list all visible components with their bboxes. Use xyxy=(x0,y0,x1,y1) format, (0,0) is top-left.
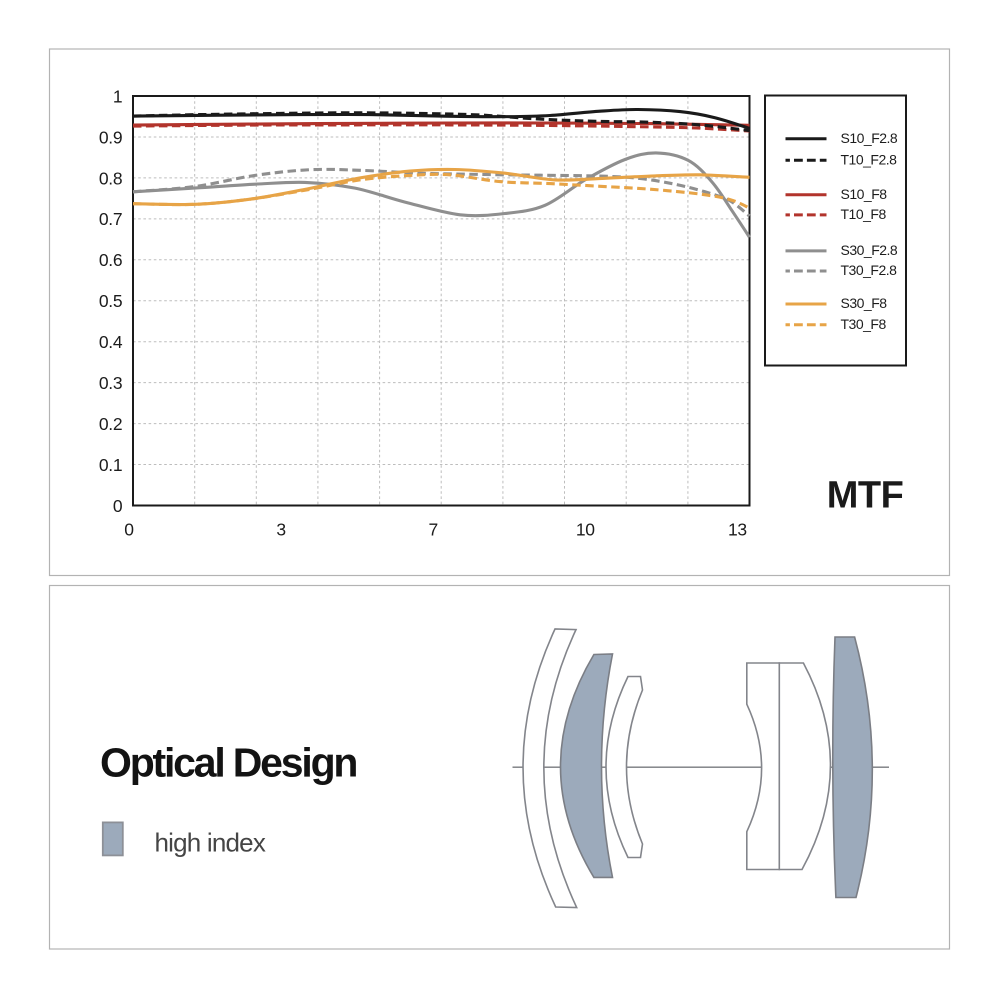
svg-text:S30_F2.8: S30_F2.8 xyxy=(841,242,898,258)
svg-text:MTF: MTF xyxy=(827,475,904,517)
svg-text:0.7: 0.7 xyxy=(99,209,122,229)
svg-text:0.1: 0.1 xyxy=(99,455,122,475)
svg-text:T30_F2.8: T30_F2.8 xyxy=(841,262,898,278)
svg-text:13: 13 xyxy=(728,520,747,540)
svg-text:T10_F8: T10_F8 xyxy=(841,206,887,222)
svg-text:0.4: 0.4 xyxy=(99,332,123,352)
svg-text:T30_F8: T30_F8 xyxy=(841,316,887,332)
svg-text:S10_F8: S10_F8 xyxy=(841,186,888,202)
svg-text:S30_F8: S30_F8 xyxy=(841,295,888,311)
svg-text:1: 1 xyxy=(113,86,122,106)
svg-text:0.6: 0.6 xyxy=(99,250,122,270)
svg-text:0.8: 0.8 xyxy=(99,168,122,188)
svg-text:T10_F2.8: T10_F2.8 xyxy=(841,152,898,168)
svg-text:10: 10 xyxy=(576,520,595,540)
svg-text:0.3: 0.3 xyxy=(99,373,122,393)
svg-text:0: 0 xyxy=(113,496,123,516)
svg-text:3: 3 xyxy=(276,520,285,540)
svg-text:0: 0 xyxy=(124,520,134,540)
svg-text:0.5: 0.5 xyxy=(99,291,122,311)
svg-text:S10_F2.8: S10_F2.8 xyxy=(841,130,898,146)
svg-text:0.9: 0.9 xyxy=(99,127,122,147)
svg-text:0.2: 0.2 xyxy=(99,414,122,434)
svg-text:Optical Design: Optical Design xyxy=(100,739,356,785)
svg-text:7: 7 xyxy=(428,520,437,540)
svg-text:high index: high index xyxy=(155,828,266,858)
